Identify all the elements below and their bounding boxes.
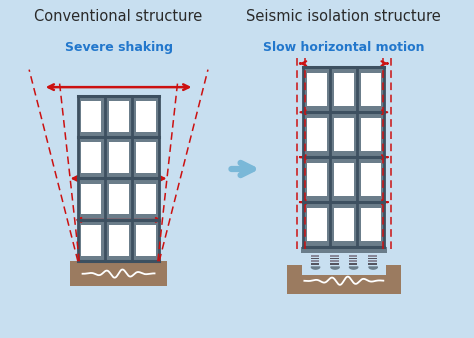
Bar bbox=[349, 258, 357, 259]
Bar bbox=[307, 163, 327, 196]
Bar bbox=[287, 265, 401, 294]
Bar bbox=[368, 255, 377, 257]
Bar bbox=[109, 184, 128, 215]
Bar bbox=[311, 255, 319, 257]
Bar bbox=[311, 258, 319, 259]
Bar bbox=[70, 261, 167, 286]
Bar bbox=[334, 163, 354, 196]
Bar bbox=[109, 225, 128, 256]
Bar bbox=[330, 258, 339, 259]
Bar bbox=[361, 163, 381, 196]
Bar bbox=[349, 263, 357, 265]
Bar bbox=[330, 263, 339, 265]
Text: Severe shaking: Severe shaking bbox=[64, 41, 173, 54]
Bar bbox=[330, 255, 339, 257]
Bar bbox=[311, 263, 319, 265]
Bar bbox=[78, 96, 159, 261]
Bar bbox=[361, 73, 381, 106]
Bar bbox=[334, 208, 354, 241]
Bar bbox=[307, 118, 327, 151]
Bar bbox=[361, 208, 381, 241]
Bar bbox=[307, 73, 327, 106]
Bar bbox=[368, 260, 377, 262]
Bar bbox=[368, 263, 377, 265]
Bar bbox=[349, 260, 357, 262]
Bar bbox=[82, 225, 101, 256]
Bar bbox=[303, 67, 384, 247]
Bar bbox=[136, 225, 155, 256]
Bar bbox=[136, 142, 155, 173]
Bar bbox=[82, 184, 101, 215]
Text: Conventional structure: Conventional structure bbox=[35, 9, 203, 24]
Bar bbox=[334, 118, 354, 151]
Bar bbox=[82, 142, 101, 173]
Bar bbox=[109, 101, 128, 132]
Bar bbox=[307, 208, 327, 241]
Bar bbox=[109, 142, 128, 173]
Bar bbox=[311, 260, 319, 262]
Bar bbox=[301, 247, 387, 253]
Bar bbox=[302, 265, 386, 275]
Bar bbox=[136, 184, 155, 215]
Text: Slow horizontal motion: Slow horizontal motion bbox=[263, 41, 425, 54]
Text: Seismic isolation structure: Seismic isolation structure bbox=[246, 9, 441, 24]
Bar bbox=[349, 255, 357, 257]
Bar bbox=[82, 101, 101, 132]
Bar bbox=[330, 260, 339, 262]
Bar bbox=[334, 73, 354, 106]
Bar bbox=[136, 101, 155, 132]
Bar bbox=[361, 118, 381, 151]
Bar bbox=[368, 258, 377, 259]
